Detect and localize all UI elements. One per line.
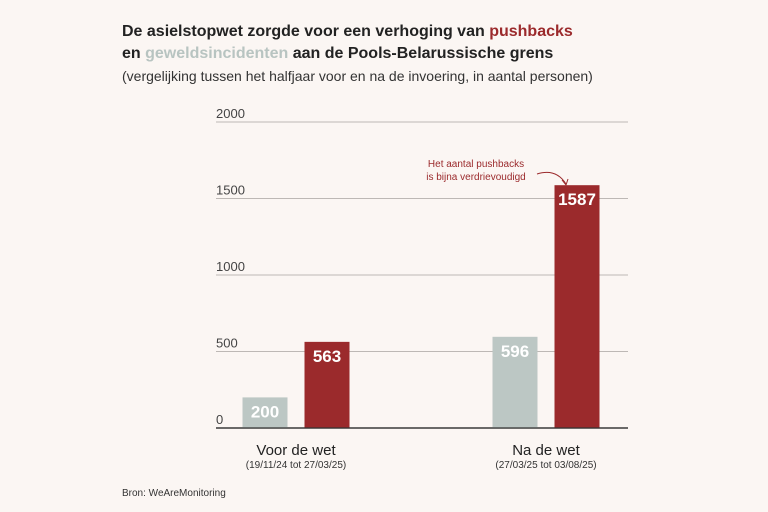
chart-title: De asielstopwet zorgde voor een verhogin… [122, 23, 573, 62]
data-label: 596 [501, 342, 529, 361]
labels: 0 500 1000 1500 2000 200 563 Voor de wet(19/11/… [216, 106, 597, 471]
annotation-arrowhead [561, 178, 569, 187]
annotation-line: Het aantal pushbacks [428, 159, 524, 170]
pushbacks-highlight: pushbacks [489, 23, 573, 40]
annotation-arrow [536, 171, 567, 185]
category-label: Na de wet [512, 442, 580, 459]
y-tick-label: 2000 [216, 106, 245, 121]
geweld-highlight: geweldsincidenten [145, 45, 289, 62]
y-tick-label: 500 [216, 336, 238, 351]
data-label: 1587 [558, 190, 596, 209]
y-tick-label: 0 [216, 412, 223, 427]
bar-geweld [242, 397, 288, 428]
y-tick-label: 1500 [216, 183, 245, 198]
annotation-line: is bijna verdrievoudigd [426, 172, 526, 183]
chart-subtitle: (vergelijking tussen het halfjaar voor e… [122, 68, 593, 84]
bar-geweld [492, 336, 538, 428]
bars [216, 185, 628, 429]
bar-pushbacks [304, 341, 350, 428]
y-tick-label: 1000 [216, 259, 245, 274]
bar-pushbacks [554, 185, 600, 428]
category-sublabel: (19/11/24 tot 27/03/25) [246, 460, 346, 471]
annotation: Het aantal pushbacks is bijna verdrievoud… [426, 159, 569, 187]
category-sublabel: (27/03/25 tot 03/08/25) [495, 460, 596, 471]
source-note: Bron: WeAreMonitoring [122, 488, 226, 499]
data-label: 563 [313, 347, 341, 366]
data-label: 200 [251, 402, 279, 421]
category-label: Voor de wet [256, 442, 336, 459]
